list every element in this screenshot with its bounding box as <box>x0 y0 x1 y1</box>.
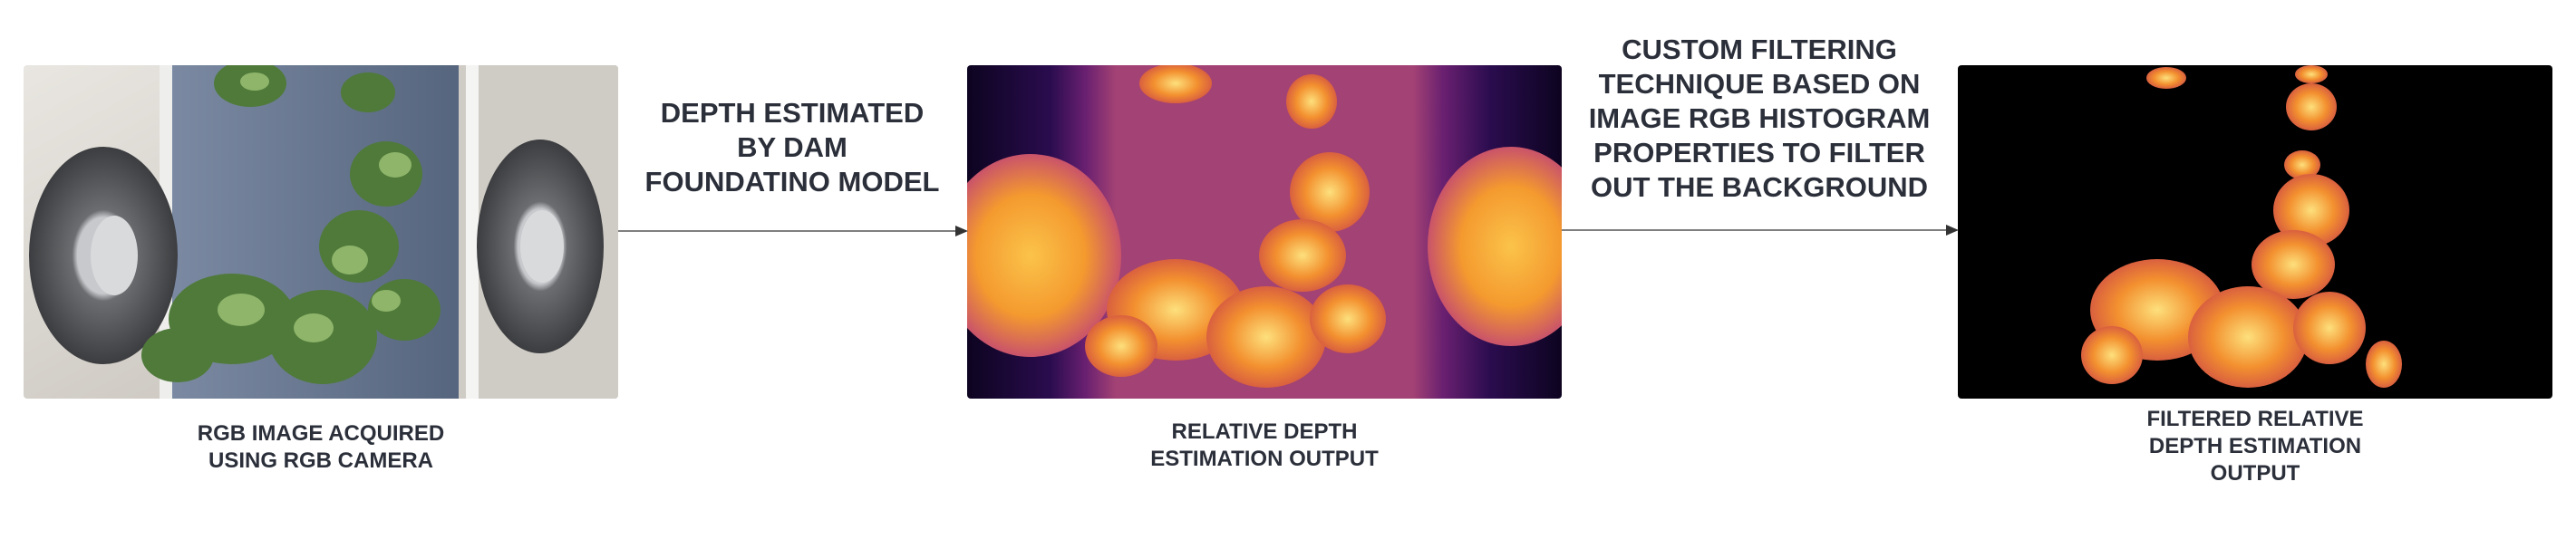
filtered-output-caption: FILTERED RELATIVE DEPTH ESTIMATION OUTPU… <box>2146 407 2364 486</box>
depth-output-caption: RELATIVE DEPTH ESTIMATION OUTPUT <box>1150 419 1379 471</box>
arrow-rgb-to-depth <box>618 225 968 237</box>
depth-map-image <box>967 65 1562 399</box>
arrow-depth-to-filtered <box>1562 224 1959 236</box>
depth-estimation-step-label: DEPTH ESTIMATED BY DAM FOUNDATINO MODEL <box>644 97 940 197</box>
rgb-image-caption: RGB IMAGE ACQUIRED USING RGB CAMERA <box>197 421 445 473</box>
filtered-depth-map-image <box>1958 65 2552 399</box>
rgb-image <box>24 65 618 399</box>
filtering-step-label: CUSTOM FILTERING TECHNIQUE BASED ON IMAG… <box>1588 34 1931 203</box>
